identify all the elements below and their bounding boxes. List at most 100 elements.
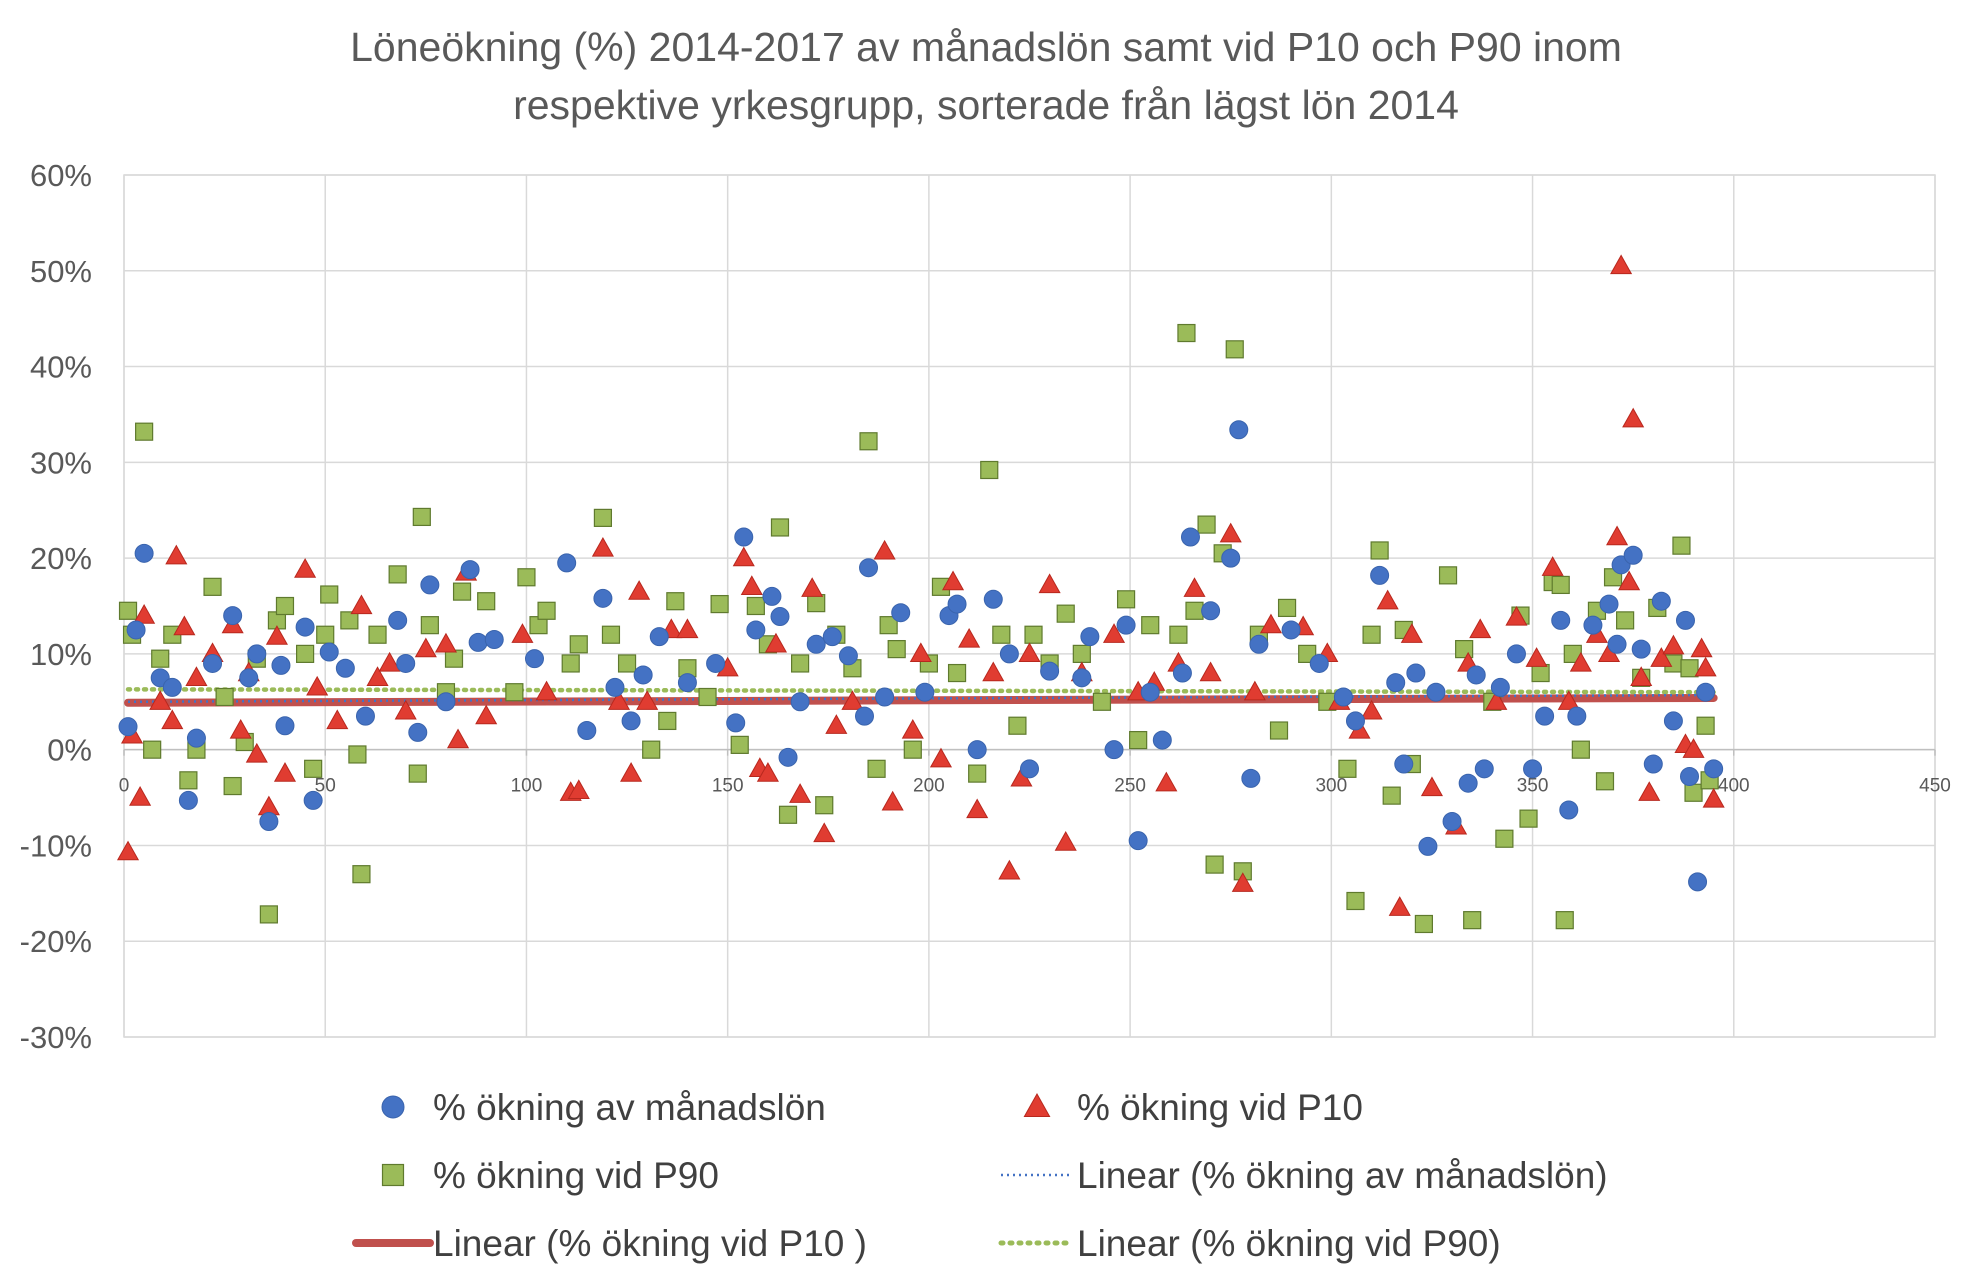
data-point-triangle [1682, 738, 1705, 758]
legend-item: Linear (% ökning vid P10 ) [352, 1223, 867, 1264]
data-point-triangle [414, 637, 437, 658]
data-point-square [348, 745, 367, 764]
data-point-square [1092, 692, 1112, 711]
data-point-triangle [941, 570, 965, 591]
data-point-triangle [740, 575, 763, 595]
data-point-square [135, 422, 154, 441]
data-point-circle [947, 594, 967, 614]
data-point-triangle [801, 577, 824, 597]
data-point-square [412, 507, 431, 527]
legend-swatch-square [381, 1163, 405, 1187]
data-point-square [452, 582, 472, 601]
data-point-circle [706, 653, 726, 673]
y-tick-label: -10% [20, 828, 92, 863]
data-point-square [1008, 716, 1027, 735]
data-point-square [1571, 740, 1590, 759]
data-point-triangle [306, 675, 329, 696]
data-point-square [316, 625, 335, 644]
data-point-circle [854, 706, 874, 726]
data-point-triangle [1469, 618, 1492, 639]
data-point-triangle [475, 704, 498, 725]
data-point-triangle [929, 747, 953, 768]
data-point-square [304, 759, 323, 778]
legend-item: % ökning vid P90 [381, 1155, 719, 1196]
data-point-square [1672, 536, 1691, 555]
data-point-square [859, 432, 878, 451]
data-point-circle [162, 677, 182, 697]
data-point-square [1197, 515, 1216, 534]
data-point-circle [1663, 711, 1683, 731]
data-point-triangle [958, 627, 981, 648]
data-point-triangle [161, 709, 184, 730]
data-point-circle [746, 620, 766, 640]
legend: % ökning av månadslön % ökning vid P10 % ö… [352, 1087, 1608, 1264]
data-point-square [517, 568, 536, 587]
data-point-square [1680, 659, 1699, 678]
data-point-square [1185, 601, 1204, 620]
data-point-circle [891, 603, 911, 623]
data-point-circle [408, 722, 428, 742]
data-point-triangle [434, 632, 458, 653]
data-point-triangle [1259, 613, 1283, 634]
data-point-circle [1506, 644, 1526, 664]
data-point-triangle [1694, 656, 1717, 677]
y-tick-label: 40% [30, 350, 92, 385]
chart-title-line-2: respektive yrkesgrupp, sorterade från lä… [513, 82, 1459, 128]
data-point-triangle [185, 666, 208, 686]
data-point-circle [983, 589, 1003, 609]
data-point-square [947, 663, 967, 683]
x-tick-label: 150 [712, 776, 744, 797]
data-point-circle [633, 665, 653, 685]
data-point-square [791, 654, 810, 673]
data-point-circle [1128, 831, 1148, 851]
data-point-square [1177, 323, 1196, 343]
y-tick-label: -30% [20, 1020, 92, 1055]
data-point-circle [967, 740, 987, 760]
data-point-triangle [881, 790, 904, 811]
data-point-triangle [789, 783, 812, 803]
data-point-circle [859, 558, 879, 578]
x-tick-label: 200 [913, 776, 945, 797]
x-tick-label: 350 [1517, 776, 1549, 797]
data-point-triangle [149, 690, 172, 710]
data-point-circle [1631, 639, 1651, 659]
data-point-square [746, 596, 765, 616]
data-point-triangle [1662, 634, 1685, 655]
data-point-circle [1680, 766, 1700, 786]
data-point-circle [726, 713, 746, 733]
data-point-circle [1607, 634, 1627, 654]
data-point-square [118, 601, 138, 620]
data-point-circle [1172, 663, 1192, 683]
chart-title: Löneökning (%) 2014-2017 av månadslön sa… [0, 18, 1972, 134]
data-point-triangle [676, 618, 699, 639]
data-point-triangle [378, 651, 401, 672]
x-tick-label: 400 [1718, 776, 1750, 797]
y-tick-label: 20% [30, 541, 92, 576]
data-point-circle [1229, 420, 1249, 440]
data-point-triangle [1650, 647, 1673, 667]
data-point-square [642, 740, 661, 759]
data-point-circle [355, 706, 375, 726]
data-point-triangle [1618, 570, 1641, 591]
data-point-circle [1623, 545, 1643, 565]
data-point-square [1205, 855, 1224, 874]
data-point-square [1169, 625, 1188, 644]
data-point-triangle [245, 742, 268, 763]
legend-label: % ökning vid P90 [433, 1155, 719, 1196]
data-point-triangle [909, 642, 932, 663]
data-point-triangle [1199, 661, 1222, 682]
data-point-triangle [1541, 556, 1564, 576]
data-point-triangle [901, 718, 924, 739]
data-point-square [867, 759, 886, 778]
data-point-square [1555, 911, 1574, 930]
chart-title-line-1: Löneökning (%) 2014-2017 av månadslön sa… [350, 24, 1622, 70]
data-point-circle [1551, 610, 1571, 630]
data-point-circle [1080, 627, 1100, 647]
legend-item: % ökning vid P10 [1023, 1087, 1363, 1128]
data-point-square [1616, 611, 1635, 630]
data-point-circle [1458, 773, 1478, 793]
data-point-triangle [1690, 637, 1713, 658]
y-tick-label: 30% [30, 445, 92, 480]
data-point-triangle [1231, 872, 1254, 892]
data-point-circle [577, 721, 597, 741]
